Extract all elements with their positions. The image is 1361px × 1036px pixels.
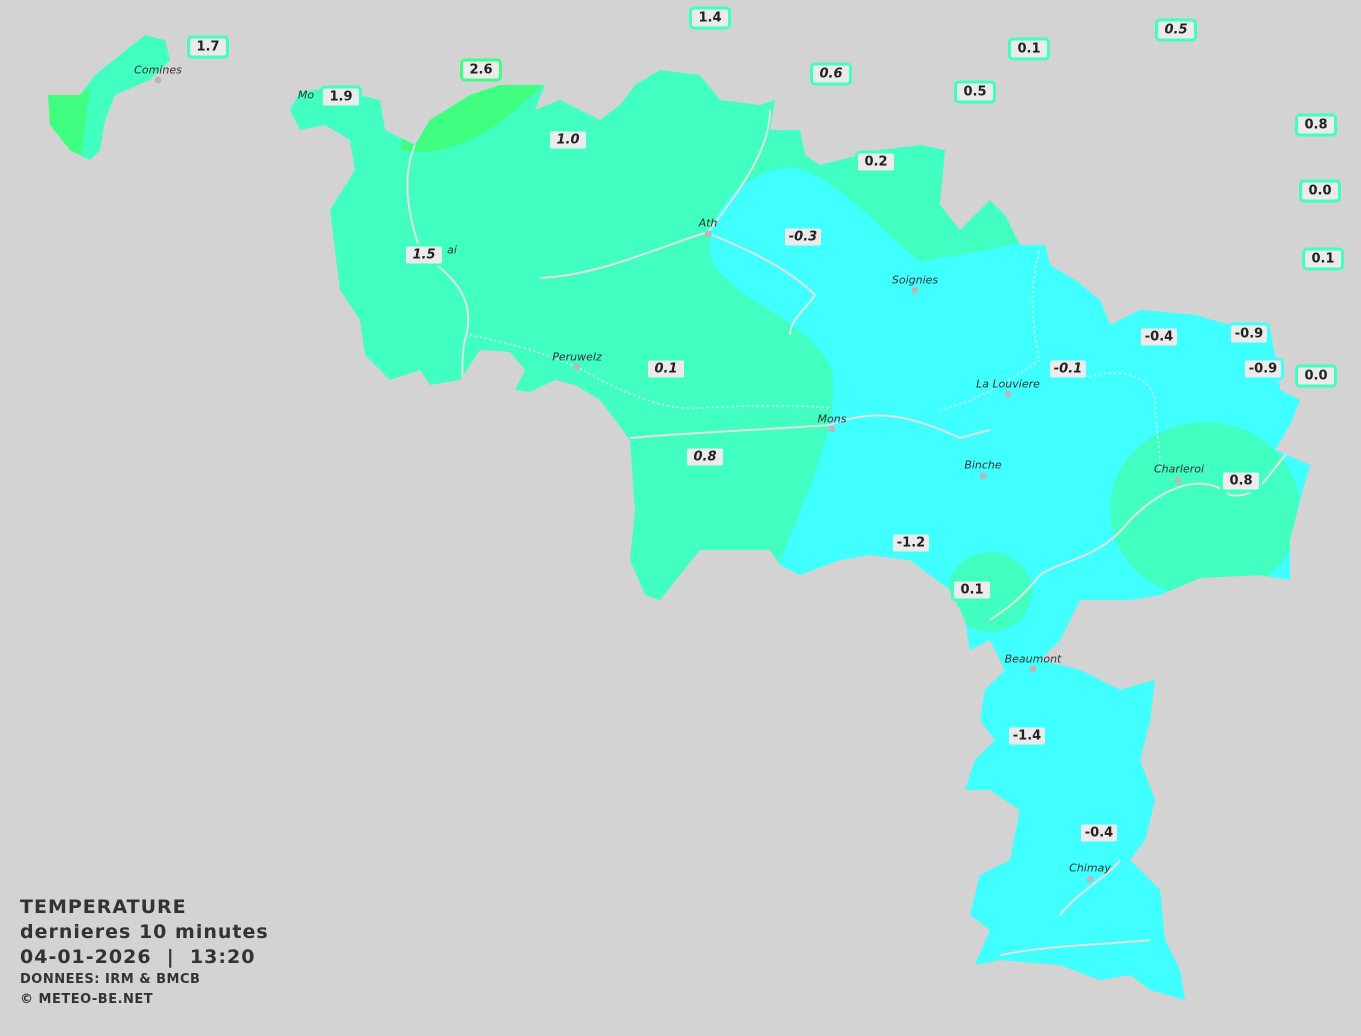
city-label: La Louviere bbox=[976, 377, 1040, 391]
station-value: 2.6 bbox=[460, 58, 502, 82]
station-value: 1.9 bbox=[320, 85, 362, 109]
city-dot bbox=[1174, 476, 1182, 484]
station-value: 1.4 bbox=[689, 6, 731, 30]
station-value: 1.7 bbox=[187, 35, 229, 59]
station-value: 0.0 bbox=[1299, 179, 1341, 203]
station-value: 0.6 bbox=[810, 62, 852, 86]
city-dot bbox=[154, 76, 162, 84]
city-label: Mo bbox=[297, 88, 315, 102]
city-label: Ath bbox=[698, 216, 718, 230]
city-dot bbox=[704, 230, 712, 238]
city-dot bbox=[1086, 875, 1094, 883]
station-value: -1.4 bbox=[1006, 724, 1048, 748]
station-value: -0.9 bbox=[1242, 357, 1284, 381]
zone-mild-charleroi bbox=[1110, 422, 1300, 598]
city-dot bbox=[828, 425, 836, 433]
legend-source: DONNEES: IRM & BMCB bbox=[20, 972, 201, 987]
station-value: 0.0 bbox=[1295, 364, 1337, 388]
station-value: 0.5 bbox=[954, 80, 996, 104]
station-value: -1.2 bbox=[890, 531, 932, 555]
zone-cold bbox=[710, 168, 1310, 1000]
station-value: 0.1 bbox=[1302, 247, 1344, 271]
city-label: Chimay bbox=[1069, 861, 1111, 875]
city-label: Mons bbox=[817, 412, 847, 426]
city-label: Binche bbox=[964, 458, 1002, 472]
station-value: 0.1 bbox=[645, 357, 687, 381]
station-value: 0.1 bbox=[1008, 37, 1050, 61]
legend-datetime: 04-01-2026 | 13:20 bbox=[20, 946, 256, 968]
city-dot bbox=[979, 472, 987, 480]
legend-period: dernieres 10 minutes bbox=[20, 921, 269, 943]
city-label: Peruwelz bbox=[552, 350, 602, 364]
city-dot bbox=[1029, 665, 1037, 673]
legend-title: TEMPERATURE bbox=[20, 896, 187, 918]
station-value: -0.4 bbox=[1078, 821, 1120, 845]
borders bbox=[469, 249, 1161, 471]
station-value: -0.1 bbox=[1047, 357, 1089, 381]
city-label: Comines bbox=[134, 63, 182, 77]
city-label: Charleroi bbox=[1153, 462, 1205, 476]
station-value: -0.9 bbox=[1228, 322, 1270, 346]
station-value: -0.3 bbox=[782, 225, 824, 249]
rivers bbox=[406, 109, 1291, 956]
station-value: 0.8 bbox=[1295, 113, 1337, 137]
station-value: -0.4 bbox=[1138, 325, 1180, 349]
city-dot bbox=[573, 363, 581, 371]
city-dot bbox=[1004, 390, 1012, 398]
city-dot bbox=[911, 286, 919, 294]
station-value: 0.8 bbox=[1220, 469, 1262, 493]
city-label: Soignies bbox=[891, 273, 939, 287]
legend-copyright: © METEO-BE.NET bbox=[20, 992, 154, 1007]
station-value: 0.2 bbox=[855, 150, 897, 174]
station-value: 1.5 bbox=[403, 243, 445, 267]
city-label: ai bbox=[447, 243, 457, 257]
city-label: Beaumont bbox=[1004, 652, 1062, 666]
station-value: 0.5 bbox=[1155, 18, 1197, 42]
station-value: 1.0 bbox=[547, 128, 589, 152]
map-legend: TEMPERATURE dernieres 10 minutes 04-01-2… bbox=[20, 895, 269, 1010]
station-value: 0.8 bbox=[684, 445, 726, 469]
station-value: 0.1 bbox=[951, 578, 993, 602]
